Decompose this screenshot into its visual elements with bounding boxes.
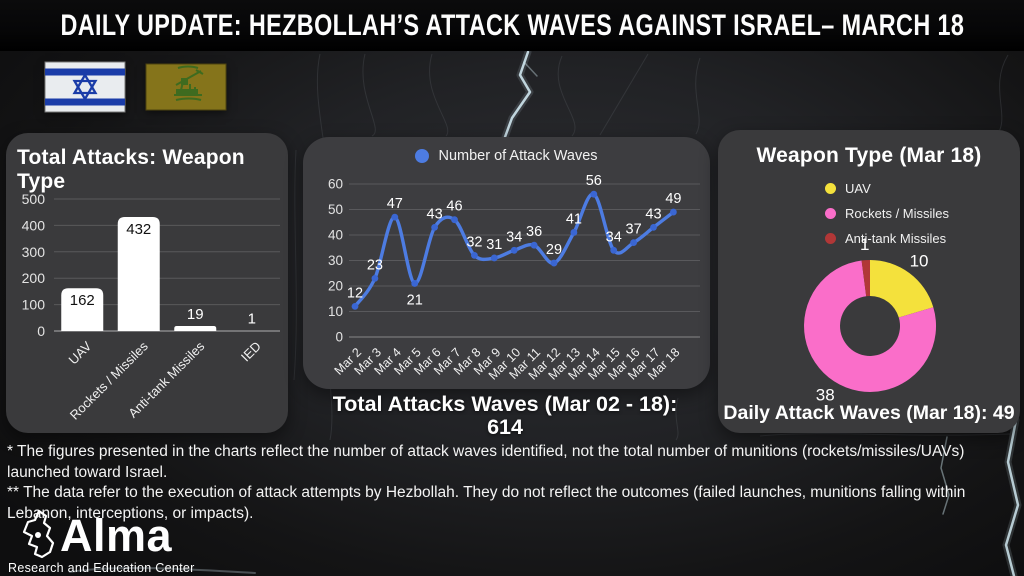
donut-chart-panel: Weapon Type (Mar 18) UAV Rockets / Missi… (718, 130, 1020, 433)
svg-text:49: 49 (665, 191, 681, 207)
legend-label-attack-waves: Number of Attack Waves (438, 148, 598, 164)
legend-item-rockets: Rockets / Missiles (825, 206, 949, 221)
svg-text:1: 1 (860, 235, 869, 254)
line-chart-panel: Number of Attack Waves 0 10 20 30 40 50 60 12 Ma… (303, 137, 710, 389)
footnotes: * The figures presented in the charts re… (7, 442, 985, 524)
map-outline-icon (22, 509, 55, 559)
donut-legend: UAV Rockets / Missiles Anti-tank Missile… (825, 181, 949, 246)
legend-label-anti-tank: Anti-tank Missiles (845, 231, 947, 246)
svg-text:30: 30 (328, 253, 343, 268)
footnote-2: ** The data refer to the execution of at… (7, 484, 966, 522)
svg-text:38: 38 (816, 386, 835, 405)
svg-text:500: 500 (22, 191, 46, 207)
legend-label-uav: UAV (845, 181, 871, 196)
svg-text:34: 34 (506, 229, 522, 245)
hezbollah-flag-image (145, 63, 227, 111)
donut-caption: Daily Attack Waves (Mar 18): 49 (723, 402, 1015, 424)
legend-item-uav: UAV (825, 181, 949, 196)
logo-name: Alma (60, 509, 173, 561)
footnote-1: * The figures presented in the charts re… (7, 443, 965, 481)
svg-text:37: 37 (626, 222, 642, 238)
svg-text:34: 34 (606, 229, 622, 245)
svg-text:41: 41 (566, 211, 582, 227)
page-title: DAILY UPDATE: HEZBOLLAH’S ATTACK WAVES A… (60, 8, 964, 42)
svg-text:60: 60 (328, 177, 343, 192)
svg-text:56: 56 (586, 173, 602, 189)
svg-text:43: 43 (427, 206, 443, 222)
caption-total-value: 614 (487, 415, 523, 439)
svg-text:19: 19 (187, 306, 204, 323)
svg-text:47: 47 (387, 196, 403, 212)
legend-dot-attack-waves (415, 149, 430, 163)
hezbollah-flag (145, 63, 227, 111)
svg-text:UAV: UAV (66, 338, 95, 367)
svg-text:300: 300 (22, 244, 46, 260)
svg-text:21: 21 (407, 292, 423, 308)
legend-dot-rockets (825, 208, 836, 219)
svg-text:200: 200 (22, 270, 46, 286)
legend-item-anti-tank: Anti-tank Missiles (825, 231, 949, 246)
line-chart-caption: Total Attacks Waves (Mar 02 - 18): 614 (295, 393, 715, 439)
legend-label-rockets: Rockets / Missiles (845, 206, 950, 221)
svg-text:50: 50 (328, 202, 343, 217)
bar-chart-title: Total Attacks: Weapon Type (17, 146, 245, 193)
logo-subtitle: Research and Education Center (8, 561, 195, 575)
svg-text:432: 432 (126, 221, 151, 238)
svg-text:46: 46 (446, 199, 462, 215)
svg-text:0: 0 (335, 330, 343, 345)
title-bar: DAILY UPDATE: HEZBOLLAH’S ATTACK WAVES A… (0, 0, 1024, 51)
svg-text:31: 31 (486, 237, 502, 253)
svg-text:100: 100 (22, 297, 46, 313)
caption-total-title: Total Attacks Waves (Mar 02 - 18): (332, 392, 678, 416)
svg-text:10: 10 (910, 251, 929, 270)
svg-text:400: 400 (22, 217, 46, 233)
svg-text:43: 43 (645, 206, 661, 222)
legend-dot-uav (825, 183, 836, 194)
donut-chart: 10 38 1 (804, 235, 937, 405)
alma-logo: Alma Research and Education Center (8, 509, 195, 575)
svg-text:0: 0 (37, 323, 45, 339)
donut-chart-title: Weapon Type (Mar 18) (756, 144, 982, 167)
svg-text:20: 20 (328, 279, 343, 294)
svg-text:12: 12 (347, 285, 363, 301)
svg-text:10: 10 (328, 304, 343, 319)
svg-text:162: 162 (70, 292, 95, 309)
svg-text:23: 23 (367, 257, 383, 273)
israel-flag (44, 61, 126, 113)
svg-text:36: 36 (526, 224, 542, 240)
svg-text:32: 32 (466, 234, 482, 250)
bar-chart-panel: Total Attacks: Weapon Type 0 100 200 300 400… (6, 133, 288, 433)
svg-text:IED: IED (238, 339, 264, 365)
svg-text:1: 1 (248, 311, 256, 328)
israel-flag-image (44, 61, 126, 113)
line-chart-legend: Number of Attack Waves (303, 148, 710, 164)
svg-text:29: 29 (546, 242, 562, 258)
legend-dot-anti-tank (825, 233, 836, 244)
svg-text:40: 40 (328, 228, 343, 243)
